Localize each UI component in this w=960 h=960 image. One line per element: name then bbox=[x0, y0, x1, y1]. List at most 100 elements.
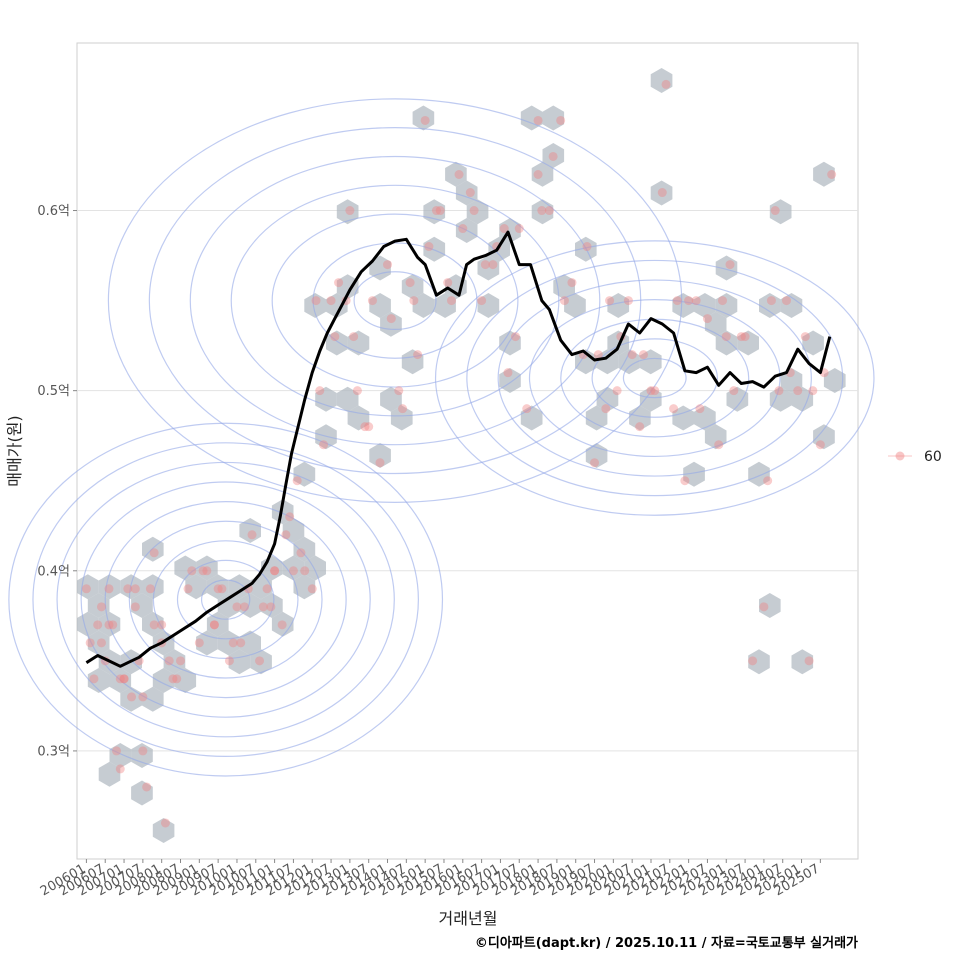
hexbin-cell bbox=[780, 293, 803, 318]
data-point bbox=[115, 764, 125, 774]
y-axis-title: 매매가(원) bbox=[5, 415, 24, 486]
data-point bbox=[149, 548, 159, 558]
legend-label: 60 bbox=[924, 449, 942, 465]
data-point bbox=[695, 404, 705, 414]
data-point bbox=[104, 584, 114, 594]
data-point bbox=[544, 206, 554, 216]
data-point bbox=[104, 620, 114, 630]
data-point bbox=[684, 296, 694, 306]
data-point bbox=[96, 638, 106, 648]
data-point bbox=[217, 584, 227, 594]
data-point bbox=[183, 584, 193, 594]
density-contour bbox=[80, 481, 371, 718]
data-point bbox=[232, 602, 242, 612]
data-point bbox=[827, 169, 837, 179]
data-point bbox=[488, 260, 498, 270]
data-point bbox=[262, 584, 272, 594]
data-point bbox=[194, 638, 204, 648]
data-point bbox=[559, 296, 569, 306]
data-point bbox=[763, 476, 773, 486]
hexbin-cell bbox=[271, 499, 294, 525]
data-point bbox=[657, 188, 667, 198]
hexbin-cell bbox=[694, 293, 716, 318]
hexbin-cell bbox=[131, 743, 153, 768]
hexbin-cell bbox=[813, 424, 835, 450]
data-point bbox=[115, 674, 125, 684]
y-tick-label: 0.6억 bbox=[37, 204, 70, 219]
data-point bbox=[394, 386, 404, 396]
hexbin-cell bbox=[142, 686, 164, 712]
density-contour bbox=[176, 559, 275, 640]
hexbin-cell bbox=[347, 330, 370, 356]
hexbin-cell bbox=[542, 143, 565, 168]
data-point bbox=[477, 296, 487, 306]
data-point bbox=[759, 602, 769, 612]
data-point bbox=[149, 620, 159, 630]
data-point bbox=[315, 386, 325, 396]
data-point bbox=[209, 620, 219, 630]
data-point bbox=[119, 674, 129, 684]
data-point bbox=[590, 458, 600, 468]
data-point bbox=[96, 602, 106, 612]
data-point bbox=[623, 296, 633, 306]
legend-key-point bbox=[895, 451, 905, 461]
y-axis-ticks: 0.3억 0.4억 0.5억 0.6억 bbox=[37, 204, 77, 759]
density-contour bbox=[107, 98, 683, 503]
density-contour bbox=[104, 501, 347, 699]
hexbin-cell bbox=[380, 386, 402, 412]
hexbin-cell bbox=[737, 330, 759, 356]
hexbin-cell bbox=[813, 161, 835, 187]
density-contour bbox=[200, 579, 251, 620]
data-point bbox=[326, 296, 336, 306]
hexbin-cell bbox=[336, 199, 359, 225]
hexbin-cell bbox=[683, 461, 705, 487]
data-point bbox=[255, 656, 265, 666]
data-point bbox=[454, 169, 464, 179]
data-point bbox=[405, 278, 415, 288]
data-point bbox=[447, 296, 457, 306]
data-point bbox=[281, 530, 291, 540]
data-point bbox=[130, 602, 140, 612]
data-point bbox=[774, 386, 784, 396]
data-point bbox=[503, 368, 513, 378]
hexbin-cell bbox=[434, 293, 456, 318]
plot-panel bbox=[76, 42, 859, 860]
data-point bbox=[800, 332, 810, 342]
hexbin-cell bbox=[759, 293, 781, 318]
data-point bbox=[138, 692, 148, 702]
data-point bbox=[258, 602, 268, 612]
data-point bbox=[804, 656, 814, 666]
hexbin-cell bbox=[131, 593, 153, 618]
hexbin-cell bbox=[336, 274, 359, 300]
hexbin-cell bbox=[380, 311, 402, 337]
data-point bbox=[352, 386, 362, 396]
hexbin-cell bbox=[390, 405, 413, 431]
data-point bbox=[435, 206, 445, 216]
data-point bbox=[398, 404, 408, 414]
hexbin-cell bbox=[769, 199, 792, 225]
hexbin-cell bbox=[726, 386, 749, 412]
hexbin-cell bbox=[174, 668, 197, 693]
data-point bbox=[236, 638, 246, 648]
hexbin-cell bbox=[228, 649, 251, 675]
hexbin-cell bbox=[152, 818, 175, 843]
data-point bbox=[582, 242, 592, 252]
y-tick-label: 0.5억 bbox=[37, 384, 70, 399]
hexbin-cell bbox=[715, 255, 738, 281]
data-point bbox=[247, 530, 257, 540]
data-point bbox=[127, 692, 137, 702]
hexbin-cell bbox=[618, 349, 640, 375]
hexbin-cell bbox=[239, 630, 261, 656]
data-point bbox=[612, 386, 622, 396]
data-point bbox=[160, 818, 170, 828]
density-contours bbox=[8, 98, 875, 777]
data-point bbox=[172, 674, 182, 684]
data-point bbox=[89, 674, 99, 684]
data-point bbox=[420, 115, 430, 125]
data-point bbox=[680, 476, 690, 486]
hexbin-cell bbox=[87, 668, 110, 693]
data-point bbox=[413, 350, 423, 360]
hexbin-cell bbox=[607, 293, 630, 318]
data-point bbox=[319, 440, 329, 450]
data-point bbox=[499, 224, 509, 234]
